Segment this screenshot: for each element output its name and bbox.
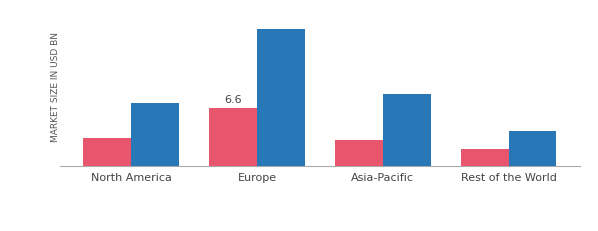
Bar <box>84 138 131 166</box>
Bar <box>509 131 556 166</box>
Bar <box>209 108 257 166</box>
Y-axis label: MARKET SIZE IN USD BN: MARKET SIZE IN USD BN <box>51 32 60 142</box>
Bar <box>383 94 431 166</box>
Bar <box>257 29 305 166</box>
Bar <box>335 140 383 166</box>
Bar <box>461 149 509 166</box>
Bar <box>131 103 179 166</box>
Text: 6.6: 6.6 <box>224 95 242 105</box>
